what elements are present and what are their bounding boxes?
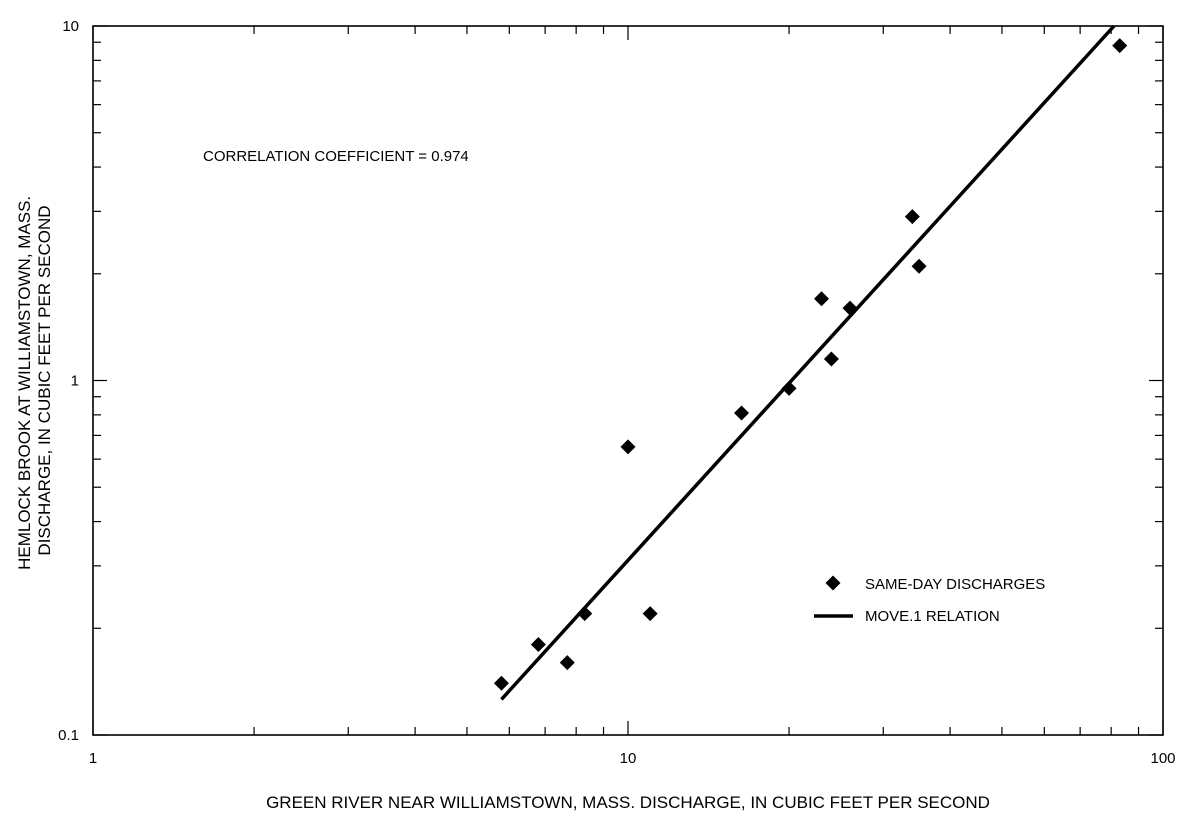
data-point (911, 258, 927, 274)
x-tick-label: 10 (620, 750, 637, 767)
data-point (814, 291, 830, 307)
x-tick-label: 1 (89, 750, 97, 767)
y-tick-label: 0.1 (58, 727, 79, 744)
points-layer (493, 38, 1128, 691)
plot-frame (92, 25, 1164, 736)
data-point (577, 606, 593, 622)
line-layer (500, 24, 1116, 701)
data-point (823, 351, 839, 367)
data-point (781, 380, 797, 396)
y-axis-title: HEMLOCK BROOK AT WILLIAMSTOWN, MASS. DIS… (15, 191, 54, 570)
correlation-annotation: CORRELATION COEFFICIENT = 0.974 (203, 148, 469, 165)
legend-label-same-day-discharges: SAME-DAY DISCHARGES (865, 576, 1045, 593)
data-point (734, 405, 750, 421)
legend-diamond-marker (825, 575, 841, 591)
tick-labels-layer: 1 10 100 0.1 1 10 (58, 18, 1175, 767)
y-tick-label: 1 (71, 373, 79, 390)
y-axis-title-line-1: HEMLOCK BROOK AT WILLIAMSTOWN, MASS. (15, 196, 34, 570)
y-axis-title-line-2: DISCHARGE, IN CUBIC FEET PER SECOND (35, 205, 54, 555)
data-point (530, 637, 546, 653)
ticks-layer (92, 25, 1164, 736)
data-point (559, 655, 575, 671)
data-point (620, 439, 636, 455)
data-point (904, 209, 920, 225)
data-point (493, 675, 509, 691)
data-point (842, 300, 858, 316)
y-tick-label: 10 (62, 18, 79, 35)
move-1-relation-line (500, 24, 1116, 701)
x-tick-label: 100 (1150, 750, 1175, 767)
legend: SAME-DAY DISCHARGES MOVE.1 RELATION (814, 575, 1045, 625)
x-axis-title: GREEN RIVER NEAR WILLIAMSTOWN, MASS. DIS… (266, 793, 990, 812)
data-point (1112, 38, 1128, 54)
legend-label-move-1-relation: MOVE.1 RELATION (865, 608, 1000, 625)
data-point (642, 606, 658, 622)
